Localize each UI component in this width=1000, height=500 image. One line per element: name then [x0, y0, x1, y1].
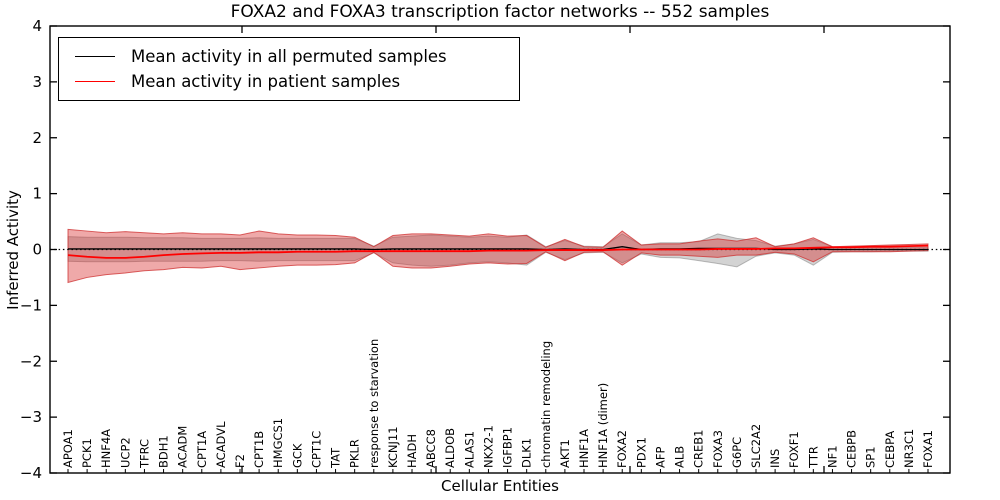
- entity-label: CEBPA: [883, 431, 897, 468]
- entity-label: CPT1A: [195, 431, 209, 468]
- entity-label: GCK: [290, 443, 304, 468]
- legend-entry-permuted: Mean activity in all permuted samples: [75, 44, 519, 69]
- entity-label: ALAS1: [462, 431, 476, 468]
- legend-label-permuted: Mean activity in all permuted samples: [131, 47, 447, 66]
- legend-entry-patient: Mean activity in patient samples: [75, 69, 519, 94]
- entity-label: ALB: [673, 446, 687, 468]
- entity-label: FOXA3: [711, 430, 725, 468]
- entity-label: TAT: [329, 447, 343, 469]
- y-tick-label: −3: [20, 408, 42, 426]
- patient-samples-range-band: [67, 228, 929, 284]
- entity-label: CEBPB: [845, 430, 859, 468]
- y-tick-label: −1: [20, 296, 42, 314]
- entity-label: HNF4A: [99, 429, 113, 468]
- entity-label: FOXF1: [787, 431, 801, 468]
- entity-label: PKLR: [348, 439, 362, 468]
- entity-label: INS: [768, 449, 782, 468]
- patient-line-swatch: [75, 81, 115, 82]
- entity-label: TTR: [806, 446, 820, 469]
- entity-label: CPT1C: [309, 431, 323, 468]
- entity-label: ALDOB: [443, 428, 457, 468]
- entity-label: NKX2-1: [481, 425, 495, 468]
- entity-label: SP1: [864, 446, 878, 468]
- entity-label: PCK1: [80, 438, 94, 468]
- y-tick-label: 2: [32, 129, 42, 147]
- entity-label: chromatin remodeling: [539, 341, 553, 468]
- entity-label: ABCC8: [424, 429, 438, 468]
- y-tick-label: 0: [32, 241, 42, 259]
- entity-label: CREB1: [692, 430, 706, 469]
- entity-label: HADH: [405, 434, 419, 468]
- entity-label: ACADM: [176, 426, 190, 468]
- entity-label: DLK1: [520, 438, 534, 468]
- permuted-line-swatch: [75, 56, 115, 57]
- entity-label: AKT1: [558, 439, 572, 468]
- entity-label: TFRC: [137, 439, 151, 469]
- series-line: [67, 244, 929, 259]
- y-tick-label: 1: [32, 185, 42, 203]
- entity-label: NF1: [825, 445, 839, 468]
- y-axis-label: Inferred Activity: [4, 190, 22, 310]
- y-tick-label: 3: [32, 73, 42, 91]
- y-tick-label: −4: [20, 464, 42, 482]
- x-axis-label: Cellular Entities: [441, 477, 559, 495]
- entity-label: APOA1: [61, 429, 75, 468]
- y-tick-label: 4: [32, 17, 42, 35]
- entity-label: NR3C1: [902, 429, 916, 468]
- entity-label: BDH1: [157, 435, 171, 468]
- entity-label: FOXA2: [615, 430, 629, 468]
- entity-label: FOXA1: [921, 430, 935, 468]
- entity-label: HNF1A: [577, 429, 591, 468]
- legend: Mean activity in all permuted samples Me…: [58, 37, 520, 101]
- entity-label: G6PC: [730, 437, 744, 468]
- entity-label: AFP: [653, 447, 667, 468]
- legend-label-patient: Mean activity in patient samples: [131, 72, 401, 91]
- entity-label: ACADVL: [214, 421, 228, 468]
- entity-label: KCNJ11: [386, 426, 400, 468]
- entity-label: CPT1B: [252, 431, 266, 468]
- entity-label: HNF1A (dimer): [596, 383, 610, 468]
- entity-label: UCP2: [118, 437, 132, 468]
- series-line: [68, 246, 928, 251]
- entity-label: PDX1: [634, 437, 648, 468]
- entity-label: response to starvation: [367, 339, 381, 468]
- entity-label: F2: [233, 454, 247, 468]
- chart-title: FOXA2 and FOXA3 transcription factor net…: [230, 2, 770, 22]
- entity-label: HMGCS1: [271, 418, 285, 468]
- entity-label: IGFBP1: [501, 427, 515, 468]
- y-tick-label: −2: [20, 352, 42, 370]
- entity-label: SLC2A2: [749, 424, 763, 468]
